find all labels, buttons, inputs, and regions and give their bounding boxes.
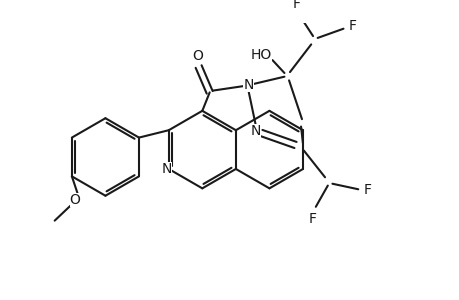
Text: HO: HO [250, 49, 271, 62]
Text: F: F [363, 183, 371, 197]
Text: F: F [308, 212, 316, 226]
Text: O: O [69, 193, 80, 207]
Text: N: N [243, 78, 253, 92]
Text: F: F [348, 19, 356, 33]
Text: N: N [162, 162, 172, 176]
Text: O: O [192, 50, 203, 63]
Text: F: F [292, 0, 300, 11]
Text: N: N [250, 124, 260, 138]
